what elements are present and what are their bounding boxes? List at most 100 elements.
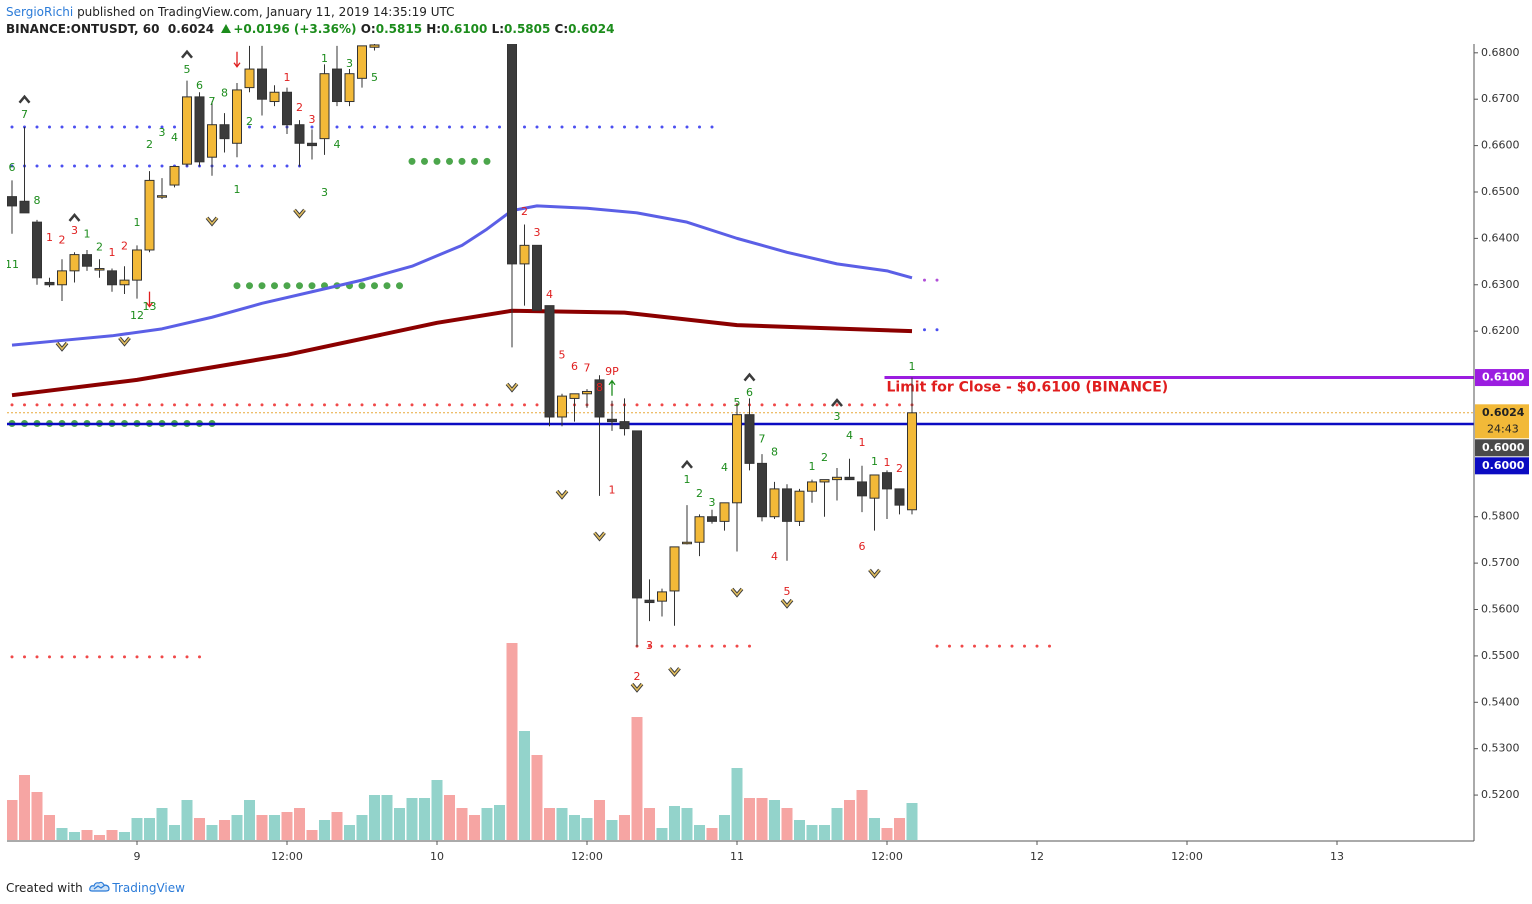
- volume-bar: [406, 798, 418, 840]
- ohlc-value: 0.6024: [568, 22, 615, 36]
- signal-down: [631, 683, 643, 692]
- volume-bar: [106, 830, 118, 840]
- header-row: SergioRichi published on TradingView.com…: [6, 4, 614, 21]
- td-count: 5: [184, 63, 191, 76]
- td-count: 12: [130, 309, 144, 322]
- candle-body: [219, 124, 230, 140]
- td-count: 2: [821, 451, 828, 464]
- candle-body: [644, 599, 655, 604]
- volume-bar: [894, 818, 905, 840]
- candle-body: [144, 179, 155, 251]
- candle-body: [7, 196, 17, 207]
- td-count: 6: [9, 161, 16, 174]
- volume-bar: [169, 825, 180, 840]
- signal-down: [668, 667, 681, 676]
- candle-body: [19, 200, 30, 214]
- brand[interactable]: TradingView: [112, 881, 185, 895]
- volume-bar: [394, 808, 405, 840]
- volume-bar: [706, 828, 718, 840]
- candle-body: [894, 488, 905, 506]
- candle-body: [719, 502, 730, 522]
- ohlc-value: 0.5805: [504, 22, 551, 36]
- volume-bar: [806, 825, 818, 840]
- volume-bar: [631, 717, 643, 840]
- td-count: 1: [871, 455, 878, 468]
- td-count: 6: [746, 386, 753, 399]
- candle-body: [69, 254, 80, 272]
- td-count: 4: [721, 461, 728, 474]
- td-count: 7: [759, 433, 766, 446]
- td-count: 2: [96, 241, 103, 254]
- signal-arrow: [608, 379, 616, 396]
- volume-bar: [144, 818, 155, 840]
- ma-line: [11, 204, 913, 347]
- candle-body: [207, 124, 217, 158]
- td-count: 1: [321, 52, 328, 65]
- volume-bar: [269, 815, 280, 840]
- td-count: 3: [71, 224, 78, 237]
- td-count: 2: [296, 101, 303, 114]
- candle-body: [682, 541, 692, 545]
- candle-body: [594, 379, 605, 418]
- candle-body: [907, 412, 917, 511]
- volume-bar: [756, 798, 768, 840]
- volume-bar: [744, 798, 755, 840]
- ohlc-label: H:: [426, 22, 442, 36]
- price-label-box: [1475, 439, 1529, 457]
- td-count: 8: [596, 381, 603, 394]
- candle-body: [844, 476, 855, 481]
- ohlc-value: 0.5815: [375, 22, 423, 36]
- td-count: 5: [559, 349, 566, 362]
- candle-body: [757, 462, 767, 518]
- td-count: 2: [696, 487, 703, 500]
- volume-bar: [381, 795, 393, 840]
- td-count: 3: [346, 57, 353, 70]
- volume-bar: [356, 815, 368, 840]
- candle-body: [282, 91, 292, 126]
- signal-down: [118, 337, 131, 346]
- x-tick-label: 9: [134, 850, 141, 863]
- signal-up: [18, 94, 31, 104]
- volume-bar: [231, 815, 243, 840]
- candle-body: [832, 476, 842, 481]
- td-count: 9P: [605, 365, 619, 378]
- author[interactable]: SergioRichi: [6, 5, 74, 19]
- volume-bar: [531, 755, 543, 840]
- price-label-box: [1475, 369, 1529, 387]
- volume-bar: [544, 808, 555, 840]
- volume-bar: [344, 825, 355, 840]
- candle-body: [332, 68, 342, 103]
- y-tick-label: 0.6500: [1481, 185, 1520, 198]
- candle-body: [732, 414, 742, 504]
- candle-body: [694, 516, 705, 543]
- td-count: 4: [171, 131, 178, 144]
- price-label-box: [1475, 457, 1529, 475]
- td-count: 4: [771, 550, 778, 563]
- volume-bar: [781, 808, 793, 840]
- volume-bar: [831, 808, 843, 840]
- price-label: 0.6000: [1482, 441, 1525, 454]
- price-label: 0.6100: [1482, 371, 1525, 384]
- td-count: 3: [646, 639, 653, 652]
- td-count: 13: [143, 300, 157, 313]
- candle-body: [57, 270, 67, 286]
- candle-body: [819, 479, 830, 483]
- volume-bar: [681, 808, 693, 840]
- candle-body: [357, 45, 367, 79]
- candle-body: [707, 516, 717, 522]
- td-count: 8: [221, 87, 228, 100]
- td-count: 1: [884, 456, 891, 469]
- td-count: 2: [146, 138, 153, 151]
- signal-down: [781, 599, 793, 608]
- ohlc-label: O:: [360, 22, 376, 36]
- td-count: 3: [834, 410, 841, 423]
- signal-arrow: [145, 291, 154, 308]
- countdown: 24:43: [1487, 422, 1519, 435]
- candle-body: [369, 44, 380, 48]
- volume-bar: [656, 828, 668, 840]
- volume-bar: [519, 731, 530, 840]
- candle-body: [257, 68, 267, 100]
- td-count: 1: [109, 246, 116, 259]
- volume-bar: [369, 795, 380, 840]
- y-tick-label: 0.6600: [1481, 139, 1520, 152]
